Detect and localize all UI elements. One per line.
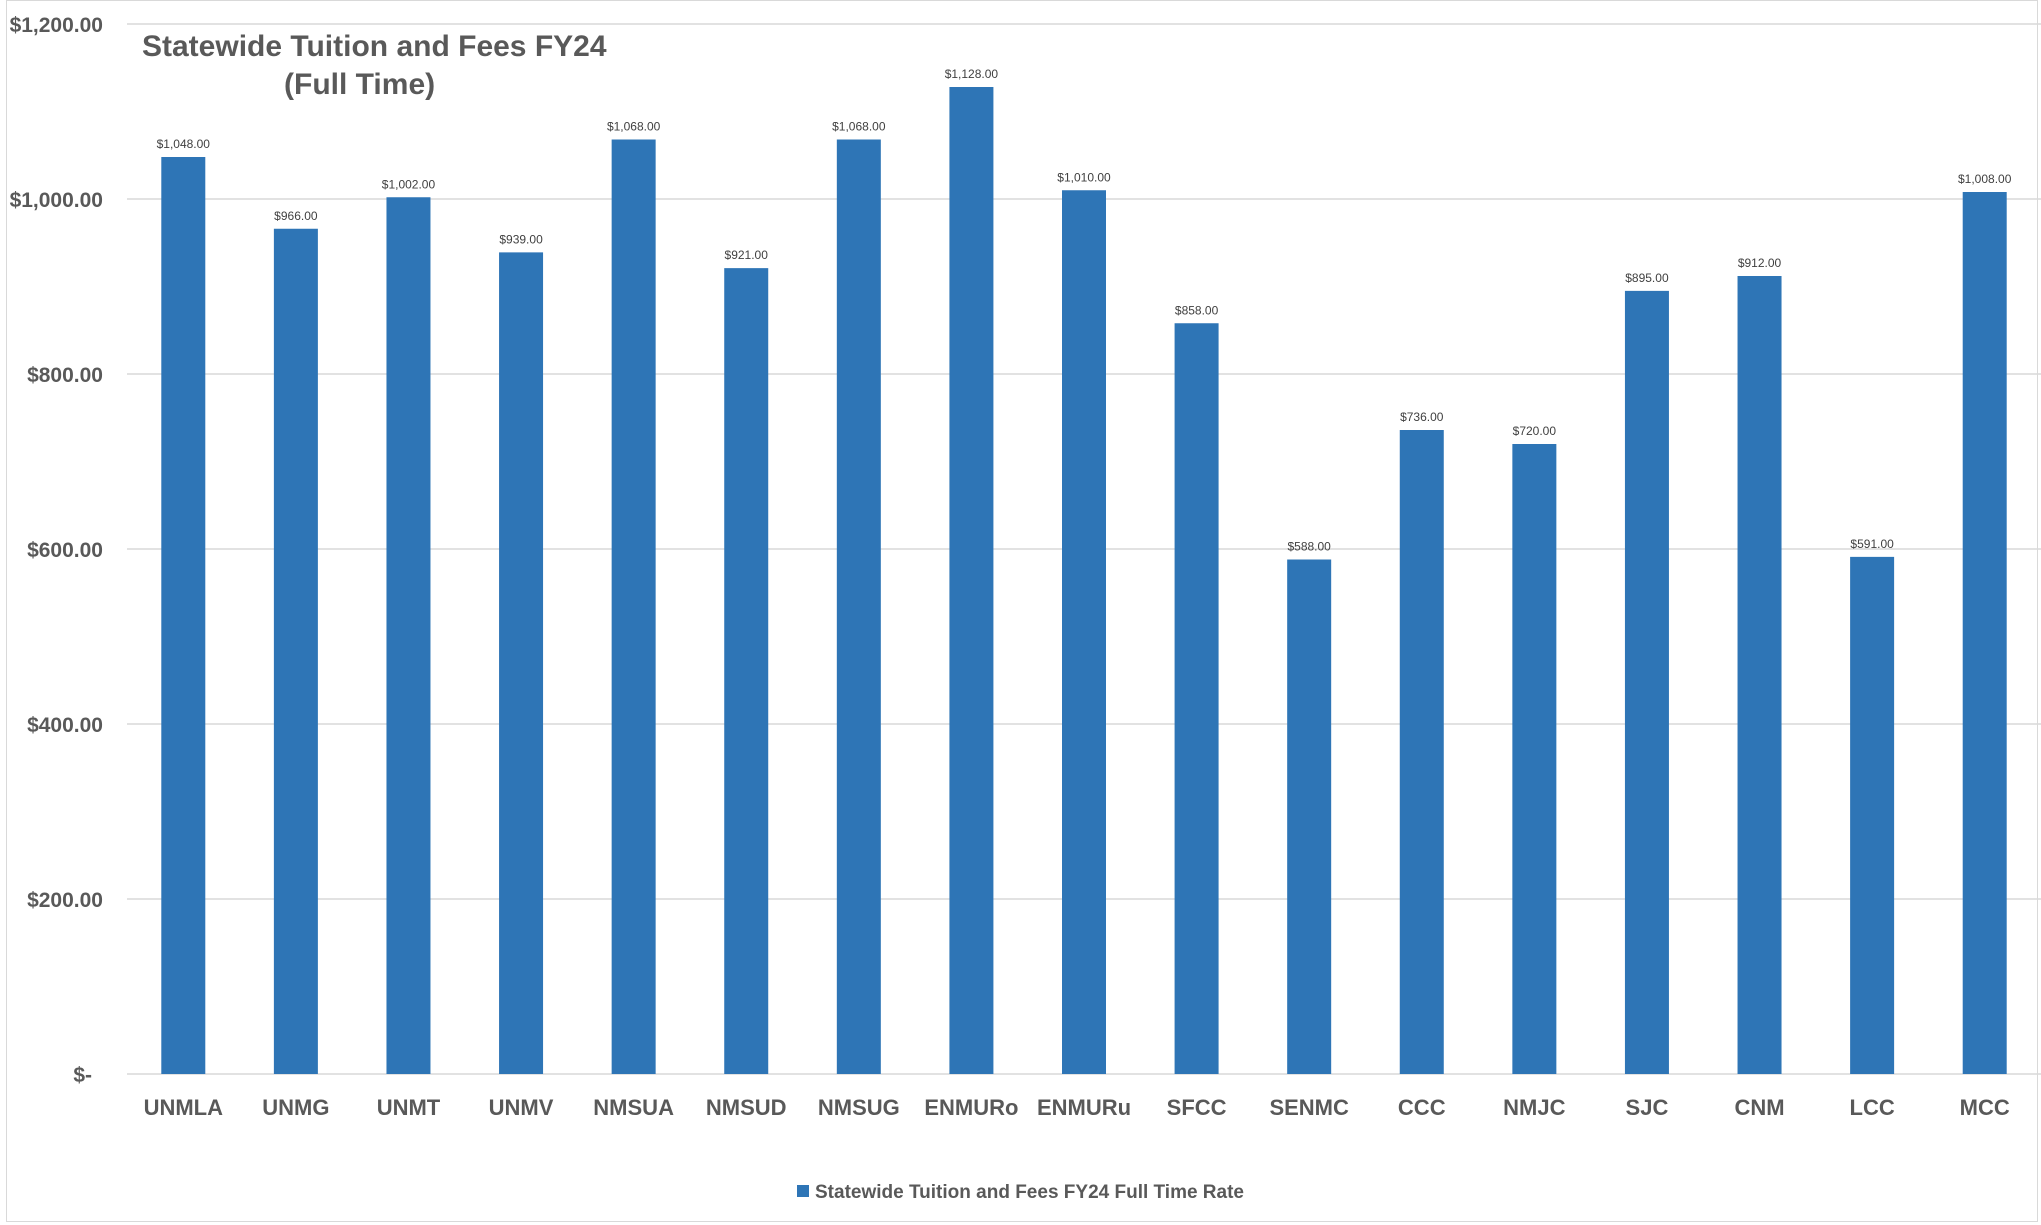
y-tick-label: $800.00 [27,364,103,387]
legend-swatch [797,1184,809,1197]
y-tick-label: $200.00 [27,889,103,912]
bar [1962,192,2007,1074]
data-label: $966.00 [274,209,318,223]
legend: Statewide Tuition and Fees FY24 Full Tim… [0,1182,2041,1204]
x-tick-label: MCC [1960,1095,2010,1120]
x-tick-label: UNMG [262,1095,329,1120]
x-tick-label: SENMC [1269,1095,1349,1120]
data-label: $1,010.00 [1057,170,1111,184]
data-label: $1,068.00 [832,120,886,134]
x-tick-label: LCC [1850,1095,1895,1120]
chart-frame [6,0,2038,1222]
chart-subtitle: (Full Time) [284,68,436,101]
x-tick-label: SJC [1626,1095,1669,1120]
bar [724,268,769,1074]
y-axis-ticks: $- $200.00 $400.00 $600.00 $800.00 $1,000.00 $… [10,14,103,1087]
data-label: $939.00 [499,232,543,246]
x-tick-label: UNMT [377,1095,441,1120]
data-labels: $1,048.00 $966.00 $1,002.00 $939.00 $1,068.0… [157,67,2012,554]
data-label: $1,128.00 [945,67,999,81]
data-label: $858.00 [1175,303,1219,317]
data-label: $1,048.00 [157,137,211,151]
x-axis-ticks: UNMLA UNMG UNMT UNMV NMSUA NMSUD NMSUG ENMURo EN… [144,1095,2010,1120]
bar [611,139,656,1074]
data-label: $1,002.00 [382,177,436,191]
x-tick-label: NMSUD [706,1095,787,1120]
data-label: $588.00 [1287,540,1331,554]
data-label: $912.00 [1738,256,1782,270]
bar [1850,556,1895,1074]
chart-title: Statewide Tuition and Fees FY24 [142,30,607,63]
bar [949,87,994,1074]
bar [1399,430,1444,1074]
data-label: $1,068.00 [607,120,661,134]
x-tick-label: NMSUG [818,1095,900,1120]
x-tick-label: CNM [1734,1095,1784,1120]
bar [1174,323,1219,1074]
x-tick-label: UNMV [489,1095,554,1120]
y-tick-label: $600.00 [27,539,103,562]
bar [273,228,318,1074]
data-label: $921.00 [725,248,769,262]
x-tick-label: ENMURo [924,1095,1018,1120]
y-tick-label: $1,200.00 [10,14,103,37]
data-label: $1,008.00 [1958,172,2012,186]
data-label: $895.00 [1625,271,1669,285]
data-label: $720.00 [1513,424,1557,438]
bar [1512,444,1557,1074]
x-tick-label: ENMURu [1037,1095,1131,1120]
x-tick-label: CCC [1398,1095,1446,1120]
x-tick-label: NMJC [1503,1095,1565,1120]
y-tick-label: $1,000.00 [10,189,103,212]
bar [1624,290,1669,1074]
data-label: $736.00 [1400,410,1444,424]
bar [836,139,881,1074]
x-tick-label: SFCC [1167,1095,1227,1120]
bar [1062,190,1106,1074]
x-tick-label: UNMLA [144,1095,224,1120]
bars [161,87,2007,1074]
data-label: $591.00 [1850,537,1894,551]
bar [499,252,544,1074]
y-tick-label: $400.00 [27,714,103,737]
bar [386,197,431,1074]
y-tick-label: $- [73,1064,92,1087]
bar [1737,276,1782,1074]
legend-label: Statewide Tuition and Fees FY24 Full Tim… [815,1182,1244,1203]
x-tick-label: NMSUA [593,1095,674,1120]
bar [161,157,206,1074]
bar [1287,559,1332,1074]
